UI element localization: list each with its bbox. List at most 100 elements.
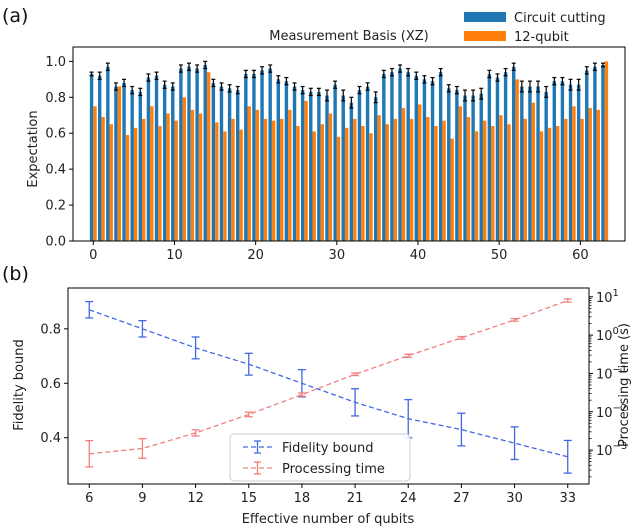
bar-12-qubit	[353, 118, 357, 241]
bar-12-qubit	[604, 61, 609, 242]
bar-circuit-cutting	[512, 66, 516, 241]
xtick-label: 24	[400, 491, 417, 506]
bar-circuit-cutting	[98, 75, 102, 241]
xtick-label: 6	[85, 491, 93, 506]
bar-12-qubit	[125, 135, 130, 241]
bar-circuit-cutting	[568, 84, 573, 241]
bar-12-qubit	[174, 120, 178, 241]
bar-circuit-cutting	[154, 75, 159, 241]
panel-b-y2label: Processing time (s)	[617, 323, 632, 447]
panel-a-legend: Circuit cutting 12-qubit	[464, 11, 606, 45]
xtick-label: 50	[491, 248, 508, 263]
xtick-label: 12	[187, 491, 204, 506]
panel-a-axes: 0.0 0.2 0.4 0.6 0.8 1.0 0 10 20 30 40 50 60	[45, 46, 626, 263]
bar-12-qubit	[361, 126, 365, 241]
bar-circuit-cutting	[292, 86, 297, 241]
bar-circuit-cutting	[195, 68, 199, 241]
bar-12-qubit	[182, 97, 186, 241]
bar-12-qubit	[263, 118, 268, 241]
bar-12-qubit	[547, 127, 552, 241]
bar-12-qubit	[564, 118, 568, 241]
xtick-label: 21	[347, 491, 364, 506]
panel-b-legend-box	[229, 433, 411, 482]
bar-circuit-cutting	[187, 66, 191, 241]
bar-12-qubit	[280, 118, 284, 241]
bar-circuit-cutting	[414, 75, 418, 241]
legend-label-fidelity-bound: Fidelity bound	[282, 441, 373, 456]
bar-circuit-cutting	[544, 91, 548, 241]
ytick-label: 1.0	[45, 55, 66, 70]
bar-12-qubit	[288, 109, 292, 242]
bar-circuit-cutting	[179, 68, 183, 241]
bar-12-qubit	[474, 131, 479, 241]
bar-circuit-cutting	[487, 73, 492, 241]
bar-12-qubit	[336, 136, 341, 241]
bar-circuit-cutting	[244, 73, 248, 241]
bar-12-qubit	[320, 124, 324, 241]
bar-12-qubit	[426, 117, 430, 241]
bar-12-qubit	[418, 104, 422, 242]
bar-circuit-cutting	[260, 70, 264, 241]
bar-12-qubit	[523, 118, 527, 241]
bar-circuit-cutting	[422, 79, 427, 241]
bar-circuit-cutting	[89, 73, 94, 241]
ytick-label: 0.4	[40, 431, 61, 446]
bar-12-qubit	[499, 115, 503, 241]
bar-12-qubit	[223, 131, 227, 241]
bar-circuit-cutting	[171, 86, 175, 241]
bar-12-qubit	[296, 126, 300, 241]
xtick-label: 60	[572, 248, 589, 263]
panel-a-label: (a)	[2, 5, 28, 27]
bar-12-qubit	[596, 109, 600, 242]
legend-label-circuit-cutting: Circuit cutting	[514, 11, 606, 26]
bar-circuit-cutting	[576, 84, 581, 241]
bar-circuit-cutting	[390, 72, 394, 241]
bar-12-qubit	[409, 118, 414, 241]
bar-12-qubit	[206, 72, 211, 241]
bar-12-qubit	[556, 126, 560, 241]
bar-12-qubit	[539, 131, 544, 241]
bar-12-qubit	[117, 86, 122, 241]
bar-circuit-cutting	[114, 86, 118, 241]
bar-circuit-cutting	[455, 90, 459, 241]
xtick-label: 30	[506, 491, 523, 506]
xtick-label: 15	[240, 491, 257, 506]
bar-12-qubit	[385, 124, 389, 241]
bar-circuit-cutting	[520, 86, 524, 241]
xtick-label: 27	[453, 491, 470, 506]
panel-b-xlabel: Effective number of qubits	[242, 512, 415, 527]
bar-12-qubit	[109, 124, 113, 241]
bar-12-qubit	[166, 113, 170, 241]
xtick-label: 9	[138, 491, 146, 506]
bar-12-qubit	[344, 127, 349, 241]
bar-circuit-cutting	[268, 68, 272, 241]
bar-12-qubit	[482, 120, 487, 241]
bar-circuit-cutting	[406, 72, 410, 241]
bar-circuit-cutting	[122, 82, 126, 241]
bar-circuit-cutting	[495, 77, 500, 241]
bar-circuit-cutting	[398, 68, 402, 241]
y2tick-label: 101	[596, 288, 619, 306]
bar-circuit-cutting	[430, 81, 435, 241]
bar-12-qubit	[491, 126, 495, 241]
bar-12-qubit	[198, 113, 203, 241]
xtick-label: 40	[410, 248, 427, 263]
bar-12-qubit	[133, 127, 138, 241]
bar-circuit-cutting	[349, 102, 354, 242]
bar-circuit-cutting	[333, 84, 337, 241]
bar-circuit-cutting	[382, 73, 386, 241]
bar-circuit-cutting	[106, 66, 110, 241]
panel-a-title: Measurement Basis (XZ)	[269, 29, 429, 44]
bar-circuit-cutting	[471, 95, 475, 241]
bar-12-qubit	[101, 117, 105, 241]
bar-circuit-cutting	[130, 90, 134, 241]
panel-b-axes: 6 9 12 15 18 21 24 27 30 33 0.4 0.6 0.8 10−3 10−2 10−1 1…	[40, 287, 627, 506]
bar-12-qubit	[401, 108, 406, 242]
bar-12-qubit	[255, 109, 260, 242]
xtick-label: 20	[247, 248, 264, 263]
bar-12-qubit	[271, 120, 276, 241]
bar-12-qubit	[588, 108, 592, 242]
bar-12-qubit	[328, 113, 333, 241]
bar-circuit-cutting	[341, 95, 345, 241]
